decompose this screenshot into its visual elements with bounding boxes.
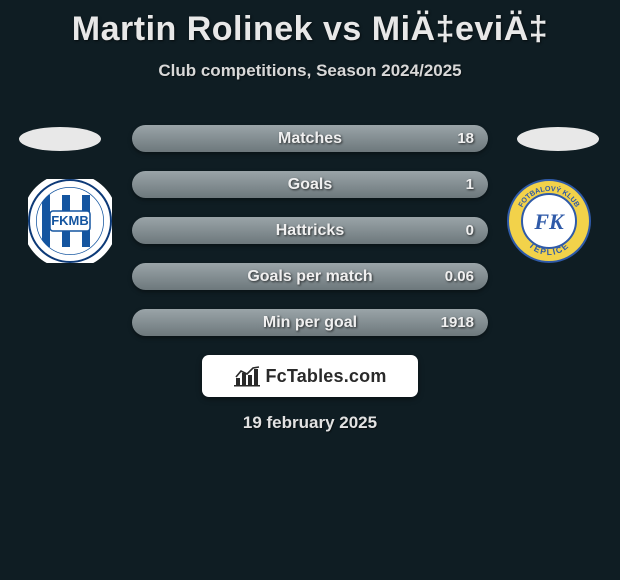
stat-value: 0.06 [445,263,474,290]
club-badge-right: FOTBALOVÝ KLUB TEPLICE FK [507,179,591,263]
bar-chart-icon [233,365,261,387]
stat-value: 18 [457,125,474,152]
stat-bar-matches: Matches 18 [132,125,488,152]
stat-label: Hattricks [132,217,488,244]
stat-label: Goals per match [132,263,488,290]
svg-text:FK: FK [533,209,565,234]
stat-value: 1918 [441,309,474,336]
site-name: FcTables.com [265,366,386,387]
stat-bar-hattricks: Hattricks 0 [132,217,488,244]
stat-label: Matches [132,125,488,152]
page-subtitle: Club competitions, Season 2024/2025 [0,61,620,81]
player-oval-left [19,127,101,151]
stat-value: 0 [466,217,474,244]
stat-bar-min-per-goal: Min per goal 1918 [132,309,488,336]
page-title: Martin Rolinek vs MiÄ‡eviÄ‡ [0,0,620,49]
club-badge-left: FKMB [28,179,112,263]
stat-bar-goals: Goals 1 [132,171,488,198]
stats-bars: Matches 18 Goals 1 Hattricks 0 Goals per… [132,125,488,336]
club-crest-fkmb-icon: FKMB [28,179,112,263]
club-crest-teplice-icon: FOTBALOVÝ KLUB TEPLICE FK [507,179,591,263]
player-oval-right [517,127,599,151]
stat-label: Goals [132,171,488,198]
stat-value: 1 [466,171,474,198]
stat-bar-goals-per-match: Goals per match 0.06 [132,263,488,290]
snapshot-date: 19 february 2025 [0,413,620,433]
stat-label: Min per goal [132,309,488,336]
comparison-panel: FKMB FOTBALOVÝ KLUB TEPLICE FK Matches 1… [0,109,620,449]
site-badge[interactable]: FcTables.com [202,355,418,397]
svg-text:FKMB: FKMB [51,213,89,228]
